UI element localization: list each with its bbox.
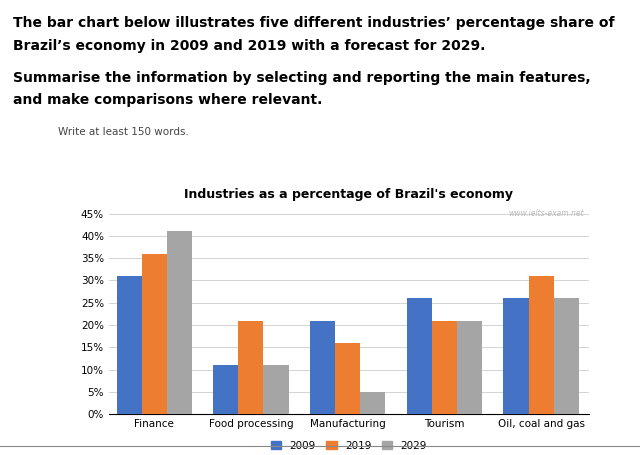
Bar: [335, 343, 360, 414]
Bar: [264, 365, 289, 414]
Text: Summarise the information by selecting and reporting the main features,: Summarise the information by selecting a…: [13, 71, 591, 85]
Text: Brazil’s economy in 2009 and 2019 with a forecast for 2029.: Brazil’s economy in 2009 and 2019 with a…: [13, 39, 485, 53]
Bar: [407, 298, 432, 414]
Bar: [239, 320, 264, 414]
Bar: [142, 254, 167, 414]
Bar: [167, 232, 192, 414]
Bar: [457, 320, 482, 414]
Bar: [310, 320, 335, 414]
Bar: [529, 276, 554, 414]
Text: and make comparisons where relevant.: and make comparisons where relevant.: [13, 93, 322, 107]
Text: www.ielts-exam.net: www.ielts-exam.net: [508, 209, 584, 218]
Bar: [360, 392, 385, 414]
Legend: 2009, 2019, 2029: 2009, 2019, 2029: [267, 436, 431, 455]
Bar: [214, 365, 239, 414]
Title: Industries as a percentage of Brazil's economy: Industries as a percentage of Brazil's e…: [184, 188, 513, 201]
Text: The bar chart below illustrates five different industries’ percentage share of: The bar chart below illustrates five dif…: [13, 16, 614, 30]
Bar: [116, 276, 142, 414]
Bar: [432, 320, 457, 414]
Bar: [504, 298, 529, 414]
Text: Write at least 150 words.: Write at least 150 words.: [58, 127, 188, 137]
Bar: [554, 298, 579, 414]
